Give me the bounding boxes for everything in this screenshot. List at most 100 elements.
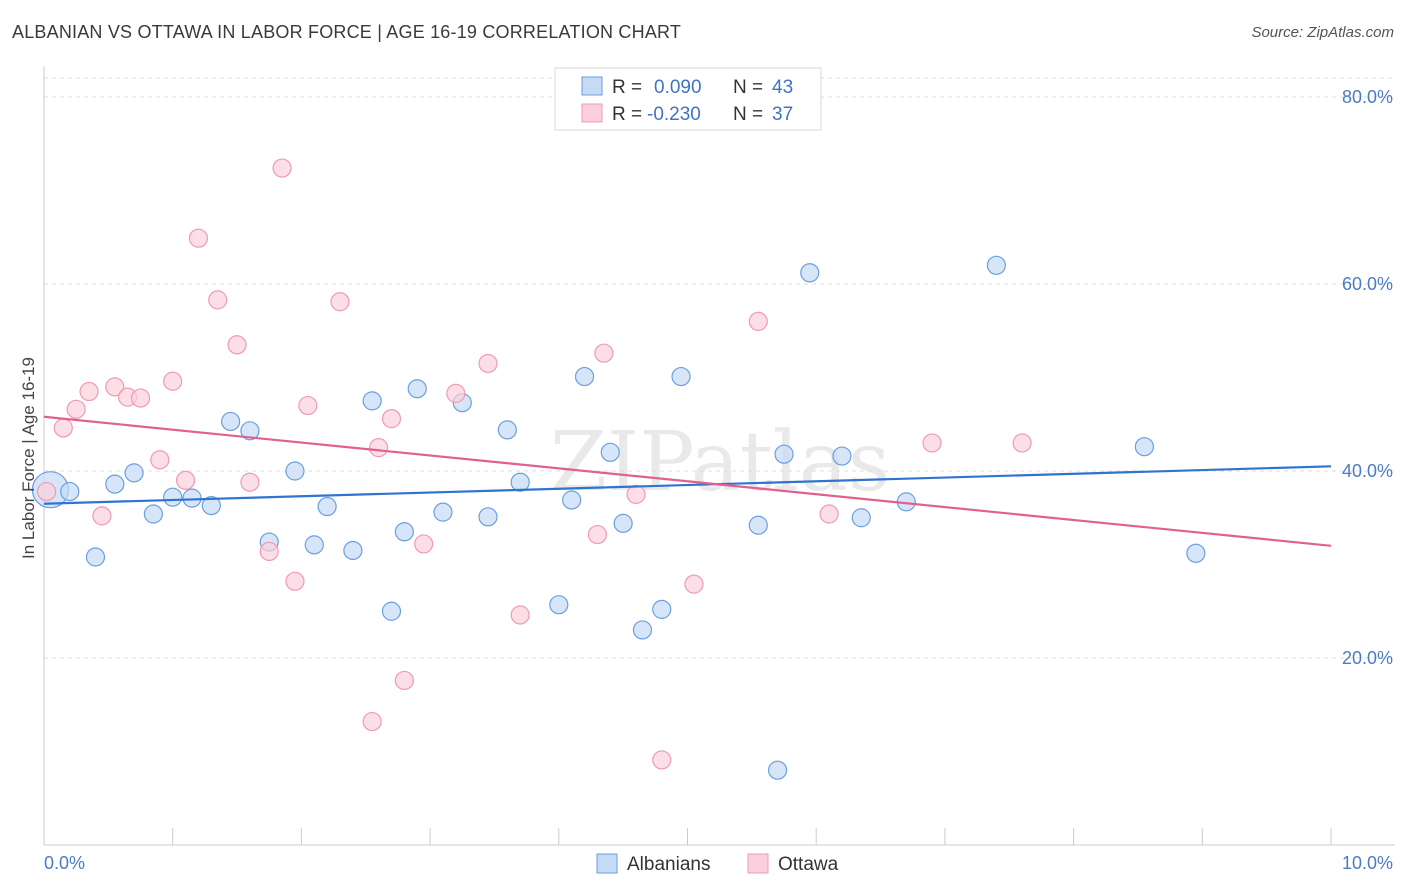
ottawa-point xyxy=(652,750,672,770)
ottawa-point xyxy=(298,395,318,416)
ottawa-point xyxy=(163,371,183,391)
ottawa-point xyxy=(66,399,86,419)
ottawa-point xyxy=(362,711,382,732)
albanians-point xyxy=(433,502,453,522)
ottawa-point xyxy=(587,524,608,545)
albanians-point xyxy=(182,488,202,508)
y-tick-label: 40.0% xyxy=(1342,461,1393,481)
ottawa-point xyxy=(748,311,768,331)
albanians-point xyxy=(362,391,382,411)
albanians-point xyxy=(851,508,871,528)
albanians-point xyxy=(240,421,260,441)
ottawa-point xyxy=(684,574,704,594)
y-tick-label: 80.0% xyxy=(1342,87,1393,107)
albanians-point xyxy=(748,515,768,535)
watermark: ZIPatlas xyxy=(550,415,890,510)
albanians-point xyxy=(800,263,820,283)
albanians-point xyxy=(497,420,517,440)
legend-swatch-albanians xyxy=(581,76,603,96)
albanians-point xyxy=(774,444,794,464)
ottawa-point xyxy=(394,670,414,691)
albanians-point xyxy=(407,379,427,399)
ottawa-point xyxy=(208,290,228,310)
ottawa-point xyxy=(510,605,530,625)
albanians-point xyxy=(105,474,125,494)
ottawa-point xyxy=(227,335,247,355)
albanians-point xyxy=(652,599,672,619)
ottawa-point xyxy=(819,504,839,524)
ottawa-point xyxy=(922,433,942,453)
albanians-point xyxy=(124,463,144,483)
ottawa-point xyxy=(79,381,99,402)
legend-r-value-ottawa: -0.230 xyxy=(647,104,701,125)
ottawa-point xyxy=(626,484,646,504)
albanians-point xyxy=(221,411,241,432)
albanians-point xyxy=(304,535,324,555)
legend-n-value-albanians: 43 xyxy=(772,77,793,98)
ottawa-point xyxy=(105,377,125,397)
top-legend: R = 0.090 N = 43 R = -0.230 N = 37 xyxy=(554,67,822,131)
ottawa-point xyxy=(92,506,112,526)
ottawa-point xyxy=(381,409,402,429)
x-tick-label-max: 10.0% xyxy=(1342,853,1393,873)
albanians-point xyxy=(562,490,582,510)
bottom-legend: Albanians Ottawa xyxy=(596,853,839,875)
ottawa-point xyxy=(478,353,498,374)
albanians-point xyxy=(986,255,1006,275)
bottom-legend-ottawa: Ottawa xyxy=(778,854,839,875)
bottom-legend-swatch-albanians xyxy=(596,853,618,874)
ottawa-point xyxy=(53,418,73,438)
bottom-legend-albanians: Albanians xyxy=(627,854,710,875)
chart-title: ALBANIAN VS OTTAWA IN LABOR FORCE | AGE … xyxy=(12,22,682,42)
ottawa-point xyxy=(188,228,209,248)
ottawa-point xyxy=(36,481,57,502)
ottawa-point xyxy=(130,388,151,408)
albanians-point xyxy=(832,446,852,466)
albanians-point xyxy=(600,442,620,462)
legend-n-label-ottawa: N = xyxy=(733,104,763,125)
albanians-trend-line xyxy=(43,465,1332,505)
albanians-point xyxy=(60,481,80,502)
trend-lines xyxy=(43,415,1332,547)
grid: 20.0% 40.0% 60.0% 80.0% xyxy=(44,77,1395,668)
ottawa-point xyxy=(285,571,305,591)
albanians-point xyxy=(1186,543,1206,563)
ottawa-point xyxy=(272,158,292,178)
albanians-point xyxy=(143,504,163,524)
legend-r-value-albanians: 0.090 xyxy=(654,77,702,98)
legend-n-label-albanians: N = xyxy=(733,77,763,98)
albanians-point xyxy=(381,601,402,621)
ottawa-point xyxy=(369,438,389,458)
ottawa-point xyxy=(1012,433,1032,453)
albanians-point xyxy=(510,472,530,492)
ottawa-point xyxy=(414,534,434,554)
ottawa-point xyxy=(150,450,170,470)
albanians-point xyxy=(394,522,414,542)
albanians-point xyxy=(163,487,183,507)
albanians-point xyxy=(1134,437,1154,457)
y-tick-label: 60.0% xyxy=(1342,274,1393,294)
legend-n-value-ottawa: 37 xyxy=(772,104,793,125)
albanians-point xyxy=(671,366,691,387)
albanians-point xyxy=(574,366,595,387)
albanians-point xyxy=(632,620,653,640)
ottawa-point xyxy=(330,292,350,312)
bottom-legend-swatch-ottawa xyxy=(747,853,769,874)
albanians-point xyxy=(767,760,788,780)
source-label: Source: ZipAtlas.com xyxy=(1251,24,1394,41)
albanians-point xyxy=(478,507,498,527)
albanians-point xyxy=(201,495,221,516)
x-tick-label-min: 0.0% xyxy=(44,853,85,873)
ottawa-point xyxy=(240,472,260,492)
axes: 0.0% 10.0% xyxy=(43,66,1395,873)
albanians-point xyxy=(549,595,569,615)
ottawa-point xyxy=(175,470,196,490)
albanians-point xyxy=(285,461,305,481)
albanians-point xyxy=(613,513,633,533)
albanians-point xyxy=(85,547,106,567)
legend-swatch-ottawa xyxy=(581,103,603,123)
legend-r-label-ottawa: R = xyxy=(612,104,642,125)
y-tick-label: 20.0% xyxy=(1342,648,1393,668)
legend-r-label-albanians: R = xyxy=(612,77,642,98)
